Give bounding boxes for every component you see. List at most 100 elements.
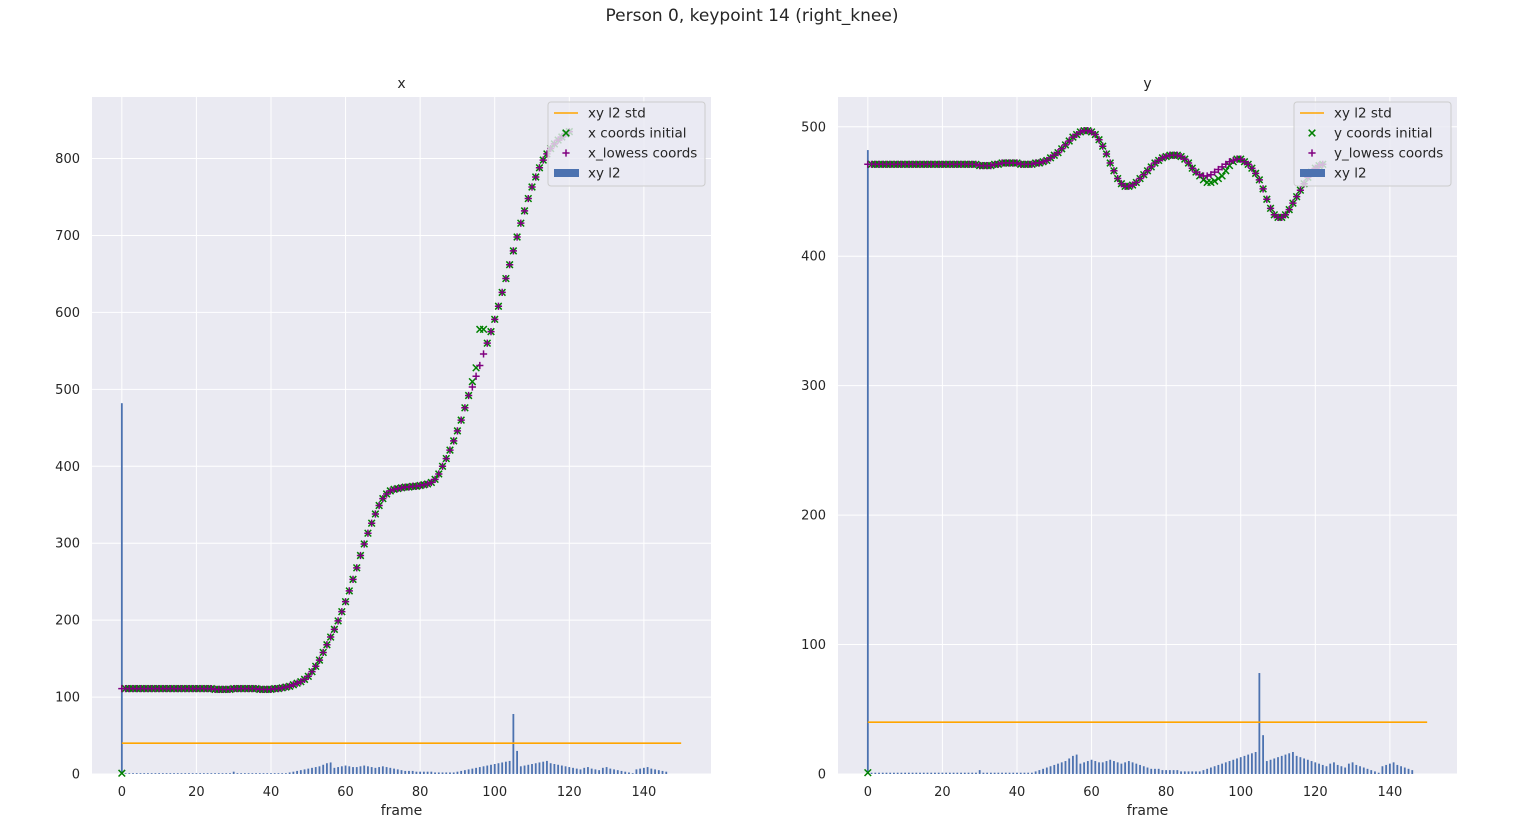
l2-bar — [463, 770, 466, 774]
l2-bar — [1228, 761, 1231, 774]
l2-bar — [452, 772, 455, 774]
initial-coord-point — [1218, 172, 1226, 180]
lowess-coord-point — [1289, 199, 1297, 207]
lowess-coord-point — [517, 219, 525, 227]
l2-bar — [1154, 768, 1156, 774]
lowess-coord-point — [1278, 213, 1286, 221]
lowess-coord-point — [457, 416, 465, 424]
lowess-coord-point — [1117, 180, 1125, 188]
l2-bar — [598, 770, 601, 774]
l2-bar — [311, 767, 313, 774]
l2-bar — [915, 772, 918, 774]
y-tick-label: 400 — [801, 250, 826, 265]
legend-box — [1293, 101, 1452, 187]
y-tick-label: 100 — [55, 691, 80, 706]
l2-bar — [1131, 762, 1134, 774]
lowess-coord-point — [1285, 206, 1293, 214]
l2-bar — [139, 773, 142, 774]
x-axis-label: frame — [1127, 803, 1169, 819]
plot-title: x — [397, 76, 405, 92]
lowess-coord-point — [375, 501, 383, 510]
l2-bar — [434, 772, 436, 774]
l2-bar — [124, 773, 127, 774]
lowess-coord-point — [1259, 185, 1267, 193]
lowess-coord-point — [1222, 160, 1230, 168]
l2-bar — [1019, 772, 1022, 774]
l2-bar — [989, 772, 992, 774]
lowess-coord-point — [282, 683, 290, 691]
lowess-coord-point — [312, 662, 320, 670]
l2-bar — [359, 766, 362, 774]
l2-bar — [1280, 755, 1283, 774]
l2-bar — [393, 768, 395, 774]
lowess-coord-point — [502, 274, 510, 283]
l2-bar — [1094, 761, 1097, 774]
l2-bar — [176, 773, 179, 774]
lowess-coord-point — [420, 481, 428, 489]
l2-bar — [1329, 763, 1332, 774]
lowess-coord-point — [1102, 150, 1111, 158]
lowess-coord-point — [1028, 160, 1036, 168]
l2-bar — [538, 762, 541, 774]
l2-bar — [665, 771, 668, 774]
l2-bar — [120, 403, 123, 774]
l2-bar — [135, 773, 138, 774]
l2-bar — [878, 772, 880, 774]
l2-bar — [161, 773, 164, 774]
lowess-coord-point — [1248, 164, 1256, 172]
lowess-coord-point — [368, 519, 376, 527]
l2-bar — [221, 773, 224, 774]
l2-bar — [1027, 772, 1030, 774]
l2-bar — [1325, 766, 1328, 774]
l2-bar — [475, 767, 477, 774]
lowess-coord-point — [506, 261, 514, 269]
l2-bar — [165, 773, 168, 774]
l2-bar — [601, 767, 604, 774]
l2-bar — [1236, 758, 1238, 774]
lowess-coord-point — [308, 668, 316, 676]
lowess-coord-point — [483, 339, 491, 347]
l2-bar — [314, 767, 317, 774]
l2-bar — [232, 771, 235, 774]
l2-bar — [624, 771, 627, 774]
l2-bar — [1347, 763, 1350, 774]
lowess-coord-point — [509, 247, 517, 255]
l2-bar — [396, 769, 399, 774]
lowess-coord-point — [278, 684, 286, 692]
l2-bar — [411, 770, 414, 774]
lowess-coord-point — [1087, 128, 1096, 136]
lowess-coord-point — [520, 207, 529, 215]
l2-bar — [1336, 764, 1339, 774]
l2-bar — [288, 772, 291, 774]
l2-bar — [560, 765, 563, 774]
l2-bar — [616, 770, 619, 774]
lowess-coord-point — [1061, 141, 1070, 149]
x-tick-label: 100 — [1228, 785, 1253, 800]
l2-bar — [337, 767, 340, 774]
initial-coord-point — [468, 377, 477, 386]
lowess-coord-point — [528, 183, 536, 191]
l2-bar — [575, 768, 578, 774]
lowess-coord-point — [1046, 154, 1055, 162]
lowess-coord-point — [338, 608, 346, 616]
l2-bar — [1243, 755, 1246, 774]
l2-bar — [277, 773, 280, 774]
l2-bar — [1172, 770, 1175, 774]
l2-bar — [1392, 762, 1395, 774]
lowess-coord-point — [994, 160, 1002, 168]
l2-bar — [281, 773, 284, 774]
lowess-coord-point — [323, 641, 331, 649]
lowess-coord-point — [1244, 160, 1252, 168]
l2-bar — [352, 767, 354, 774]
l2-bar — [1146, 767, 1149, 774]
x-tick-label: 0 — [864, 785, 872, 800]
x-tick-label: 60 — [337, 785, 354, 800]
lowess-coord-point — [330, 625, 338, 633]
l2-bar — [1165, 770, 1168, 774]
l2-bar — [381, 766, 384, 774]
legend-label: xy l2 std — [1334, 106, 1392, 122]
lowess-coord-point — [1151, 159, 1159, 167]
l2-bar — [426, 771, 429, 774]
l2-bar — [557, 764, 560, 774]
